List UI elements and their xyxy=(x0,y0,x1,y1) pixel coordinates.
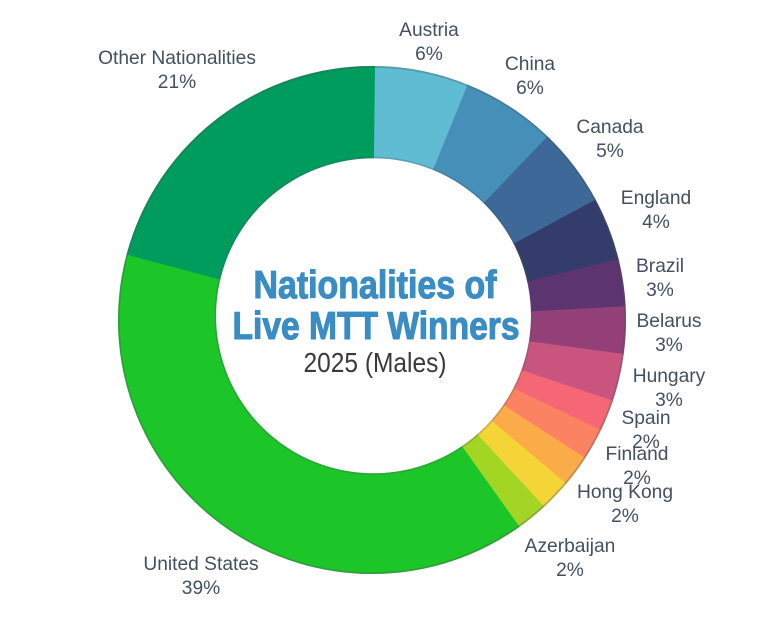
svg-text:4%: 4% xyxy=(642,212,670,233)
svg-text:2025 (Males): 2025 (Males) xyxy=(304,347,447,378)
svg-text:Belarus: Belarus xyxy=(636,311,701,332)
svg-text:Brazil: Brazil xyxy=(636,256,684,277)
svg-text:Austria: Austria xyxy=(399,20,459,41)
svg-text:United States: United States xyxy=(143,554,258,575)
svg-text:Spain: Spain xyxy=(621,408,670,429)
svg-text:2%: 2% xyxy=(623,468,651,489)
svg-text:Canada: Canada xyxy=(576,117,644,138)
svg-text:Live MTT Winners: Live MTT Winners xyxy=(233,305,520,348)
svg-text:21%: 21% xyxy=(158,72,196,93)
svg-text:Other Nationalities: Other Nationalities xyxy=(98,48,256,69)
svg-text:England: England xyxy=(621,188,691,209)
svg-text:Finland: Finland xyxy=(606,444,669,465)
svg-text:Hungary: Hungary xyxy=(633,366,706,387)
svg-text:6%: 6% xyxy=(516,78,544,99)
svg-text:3%: 3% xyxy=(655,390,683,411)
svg-text:3%: 3% xyxy=(646,280,674,301)
svg-text:Nationalities of: Nationalities of xyxy=(254,264,498,307)
svg-text:China: China xyxy=(505,54,555,75)
svg-text:3%: 3% xyxy=(655,335,683,356)
svg-text:2%: 2% xyxy=(632,432,660,453)
svg-text:2%: 2% xyxy=(556,560,584,581)
svg-text:39%: 39% xyxy=(182,578,220,599)
svg-text:6%: 6% xyxy=(415,44,443,65)
svg-text:Azerbaijan: Azerbaijan xyxy=(525,536,616,557)
svg-text:5%: 5% xyxy=(596,141,624,162)
svg-text:Hong Kong: Hong Kong xyxy=(577,482,673,503)
svg-text:2%: 2% xyxy=(611,506,639,527)
